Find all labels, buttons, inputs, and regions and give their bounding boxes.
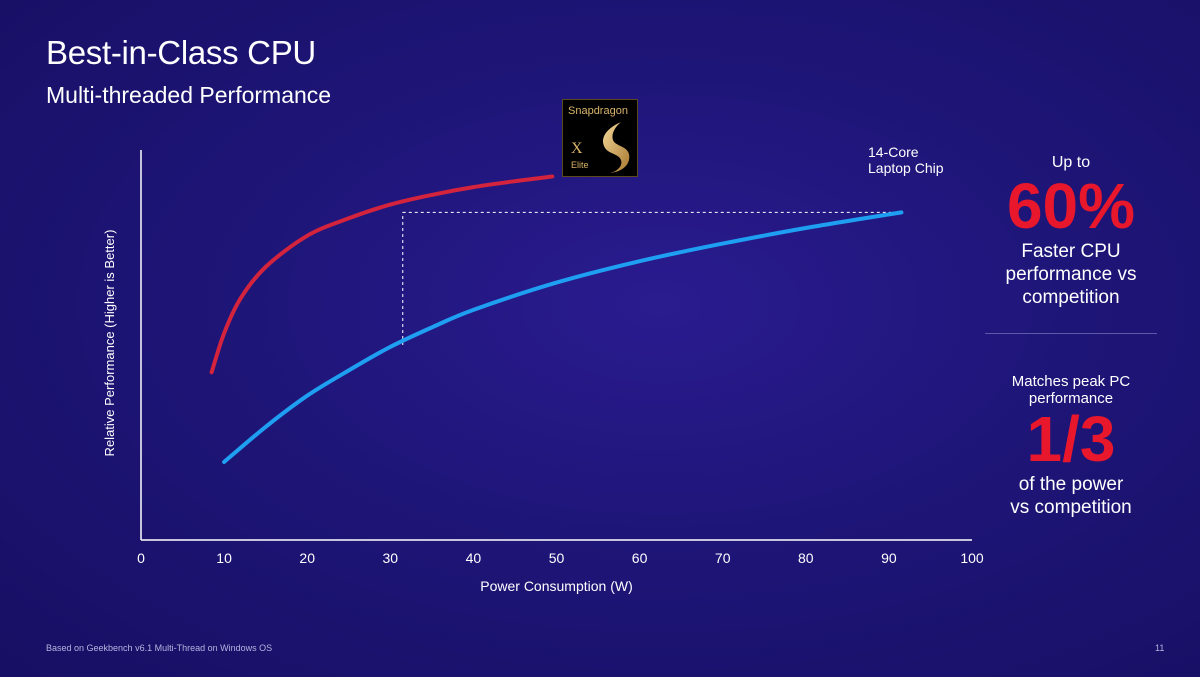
stat2-desc-1: of the power: [1018, 474, 1124, 495]
x-tick-60: 60: [632, 550, 648, 566]
series-lines: [209, 174, 904, 464]
badge-brand: Snapdragon: [568, 105, 628, 117]
stat2-prefix-1: Matches peak PC: [1011, 373, 1131, 390]
snapdragon-flame-icon: [602, 122, 630, 173]
x-tick-70: 70: [715, 550, 731, 566]
stat1-desc-1: Faster CPU: [1021, 241, 1121, 262]
stat1-desc-2: performance vs: [1005, 264, 1137, 285]
competitor-label-line-2: Laptop Chip: [868, 160, 944, 176]
page-subtitle: Multi-threaded Performance: [46, 82, 332, 108]
stat1-prefix: Up to: [1051, 154, 1091, 171]
comparison-guides: [402, 211, 902, 345]
stat-one-third-power: Matches peak PC performance 1/3 of the p…: [985, 373, 1157, 519]
x-tick-20: 20: [299, 550, 315, 566]
x-tick-10: 10: [216, 550, 232, 566]
competitor-label-line-1: 14-Core: [868, 144, 919, 160]
snapdragon-x-elite-badge: Snapdragon X Elite: [562, 99, 638, 177]
stat1-desc-3: competition: [1022, 287, 1120, 308]
x-axis-label: Power Consumption (W): [480, 578, 633, 594]
page-title: Best-in-Class CPU: [46, 34, 316, 71]
badge-model: X: [571, 140, 583, 157]
x-tick-40: 40: [466, 550, 482, 566]
x-tick-80: 80: [798, 550, 814, 566]
stat2-value: 1/3: [1026, 403, 1116, 475]
stat1-value: 60%: [1006, 170, 1136, 242]
footnote: Based on Geekbench v6.1 Multi-Thread on …: [46, 643, 273, 653]
x-tick-labels: 0 10 20 30 40 50 60 70 80 90 100: [137, 550, 984, 566]
x-tick-0: 0: [137, 550, 145, 566]
y-axis-label: Relative Performance (Higher is Better): [102, 230, 117, 457]
stat2-prefix-2: performance: [1028, 390, 1114, 407]
series-line-1: [222, 210, 904, 464]
series-line-0: [209, 174, 555, 375]
badge-tier: Elite: [571, 160, 589, 170]
x-tick-100: 100: [960, 550, 984, 566]
page-number: 11: [1155, 643, 1165, 653]
stat2-desc-2: vs competition: [1010, 497, 1132, 518]
x-tick-30: 30: [383, 550, 399, 566]
stat-faster-cpu: Up to 60% Faster CPU performance vs comp…: [985, 153, 1157, 309]
competitor-series-label: 14-Core Laptop Chip: [868, 144, 944, 176]
stats-divider: [985, 333, 1157, 334]
x-tick-90: 90: [881, 550, 897, 566]
x-tick-50: 50: [549, 550, 565, 566]
